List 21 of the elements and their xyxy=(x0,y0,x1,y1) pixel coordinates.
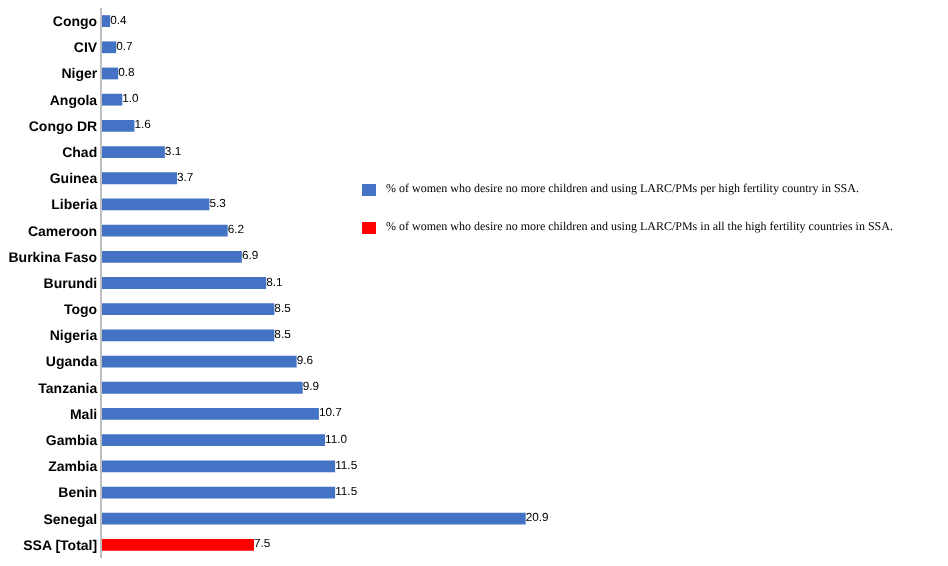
bar xyxy=(102,460,336,473)
bar xyxy=(102,408,319,420)
bar xyxy=(102,172,177,185)
bar xyxy=(102,512,526,525)
bar xyxy=(102,250,242,263)
bar xyxy=(102,146,165,158)
bar xyxy=(102,41,117,54)
bar xyxy=(102,277,267,289)
bar xyxy=(102,329,275,342)
bar xyxy=(102,381,303,394)
bar xyxy=(102,198,210,211)
bar xyxy=(102,355,297,368)
bar xyxy=(102,539,255,551)
bar xyxy=(102,303,275,316)
bar xyxy=(102,224,228,237)
bar xyxy=(102,434,325,447)
bar xyxy=(102,93,123,106)
bar xyxy=(102,15,111,27)
bar xyxy=(102,67,119,80)
bar xyxy=(102,119,135,132)
bar xyxy=(102,486,336,499)
